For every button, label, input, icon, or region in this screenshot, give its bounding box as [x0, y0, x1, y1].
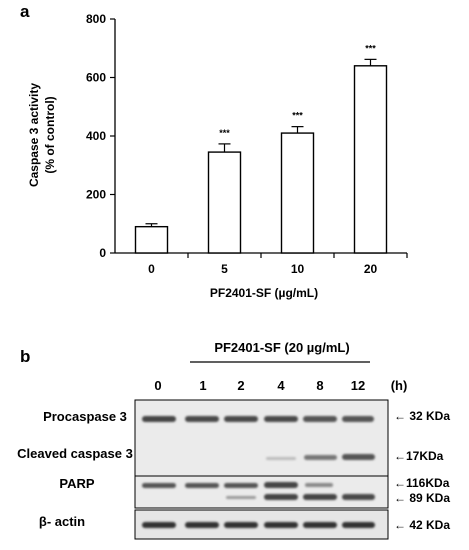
band-cleaved-4h — [266, 457, 296, 460]
bar-0 — [134, 225, 169, 254]
band-parp116-1h — [185, 483, 219, 488]
marker-32kda: ← 32 KDa — [394, 409, 450, 423]
x-tick-label: 5 — [221, 262, 228, 276]
row-label-beta-actin: β- actin — [39, 514, 85, 529]
y-tick-label: 600 — [86, 71, 106, 85]
marker-42kda: ← 42 KDa — [394, 518, 450, 532]
panel-b-letter: b — [20, 347, 31, 366]
marker-17kda: ←17KDa — [394, 449, 444, 463]
blot-bands — [142, 416, 375, 528]
row-label-parp: PARP — [59, 476, 94, 491]
timepoint-1: 1 — [199, 378, 206, 393]
row-label-cleaved-caspase3: Cleaved caspase 3 — [17, 446, 133, 461]
band-parp116-4h — [264, 482, 298, 488]
band-procaspase3-2h — [224, 416, 258, 422]
timepoint-12: 12 — [351, 378, 365, 393]
significance-mark: *** — [219, 128, 230, 138]
band-actin-4h — [264, 522, 298, 528]
band-actin-2h — [224, 522, 258, 528]
band-cleaved-8h — [304, 455, 337, 460]
y-tick-label: 200 — [86, 188, 106, 202]
bar-5 — [207, 151, 242, 254]
time-unit-label: (h) — [391, 378, 408, 393]
y-tick-label: 400 — [86, 129, 106, 143]
x-axis: 0 5 10 20 — [115, 252, 408, 276]
band-parp89-4h — [264, 494, 298, 500]
band-parp89-8h — [303, 494, 337, 500]
band-parp116-0h — [142, 483, 176, 488]
timepoint-labels: 0 1 2 4 8 12 (h) — [154, 378, 407, 393]
band-procaspase3-12h — [342, 416, 374, 422]
band-actin-0h — [142, 522, 176, 528]
band-parp89-2h — [226, 496, 256, 499]
band-cleaved-12h — [342, 454, 375, 460]
y-axis: 0 200 400 600 800 — [86, 12, 116, 260]
x-tick-label: 0 — [148, 262, 155, 276]
band-parp116-2h — [224, 483, 258, 488]
x-tick-label: 20 — [364, 262, 378, 276]
band-actin-12h — [342, 522, 375, 528]
blot-frame-parp — [134, 475, 389, 509]
treatment-label: PF2401-SF (20 µg/mL) — [214, 340, 349, 355]
timepoint-0: 0 — [154, 378, 161, 393]
panel-a-letter: a — [20, 2, 30, 21]
band-actin-1h — [185, 522, 219, 528]
bar-10 — [280, 132, 315, 254]
band-parp89-12h — [342, 494, 375, 500]
x-tick-label: 10 — [291, 262, 305, 276]
significance-mark: *** — [292, 111, 303, 121]
x-axis-label: PF2401-SF (µg/mL) — [210, 286, 318, 300]
band-procaspase3-0h — [142, 416, 176, 422]
band-parp116-8h — [305, 483, 333, 487]
timepoint-4: 4 — [277, 378, 285, 393]
marker-89kda: ← 89 KDa — [394, 491, 450, 505]
y-axis-label-line2: (% of control) — [43, 96, 57, 173]
band-actin-8h — [303, 522, 337, 528]
row-label-procaspase3: Procaspase 3 — [43, 409, 127, 424]
timepoint-2: 2 — [237, 378, 244, 393]
western-blot-figure: PF2401-SF (20 µg/mL) 0 1 2 4 8 12 (h) Pr… — [17, 340, 450, 540]
bar-20 — [353, 65, 388, 254]
band-procaspase3-8h — [303, 416, 337, 422]
y-axis-label-line1: Caspase 3 activity — [27, 83, 41, 187]
y-tick-label: 800 — [86, 12, 106, 26]
band-procaspase3-1h — [185, 416, 219, 422]
caspase3-bar-chart: 0 200 400 600 800 0 5 10 20 *** *** *** Caspase 3… — [27, 12, 408, 300]
significance-mark: *** — [365, 43, 376, 53]
y-tick-label: 0 — [99, 246, 106, 260]
blot-frame-caspase3 — [134, 399, 389, 479]
marker-116kda: ←116KDa — [394, 476, 450, 490]
timepoint-8: 8 — [316, 378, 323, 393]
band-procaspase3-4h — [264, 416, 298, 422]
bars: *** *** *** — [134, 43, 388, 254]
